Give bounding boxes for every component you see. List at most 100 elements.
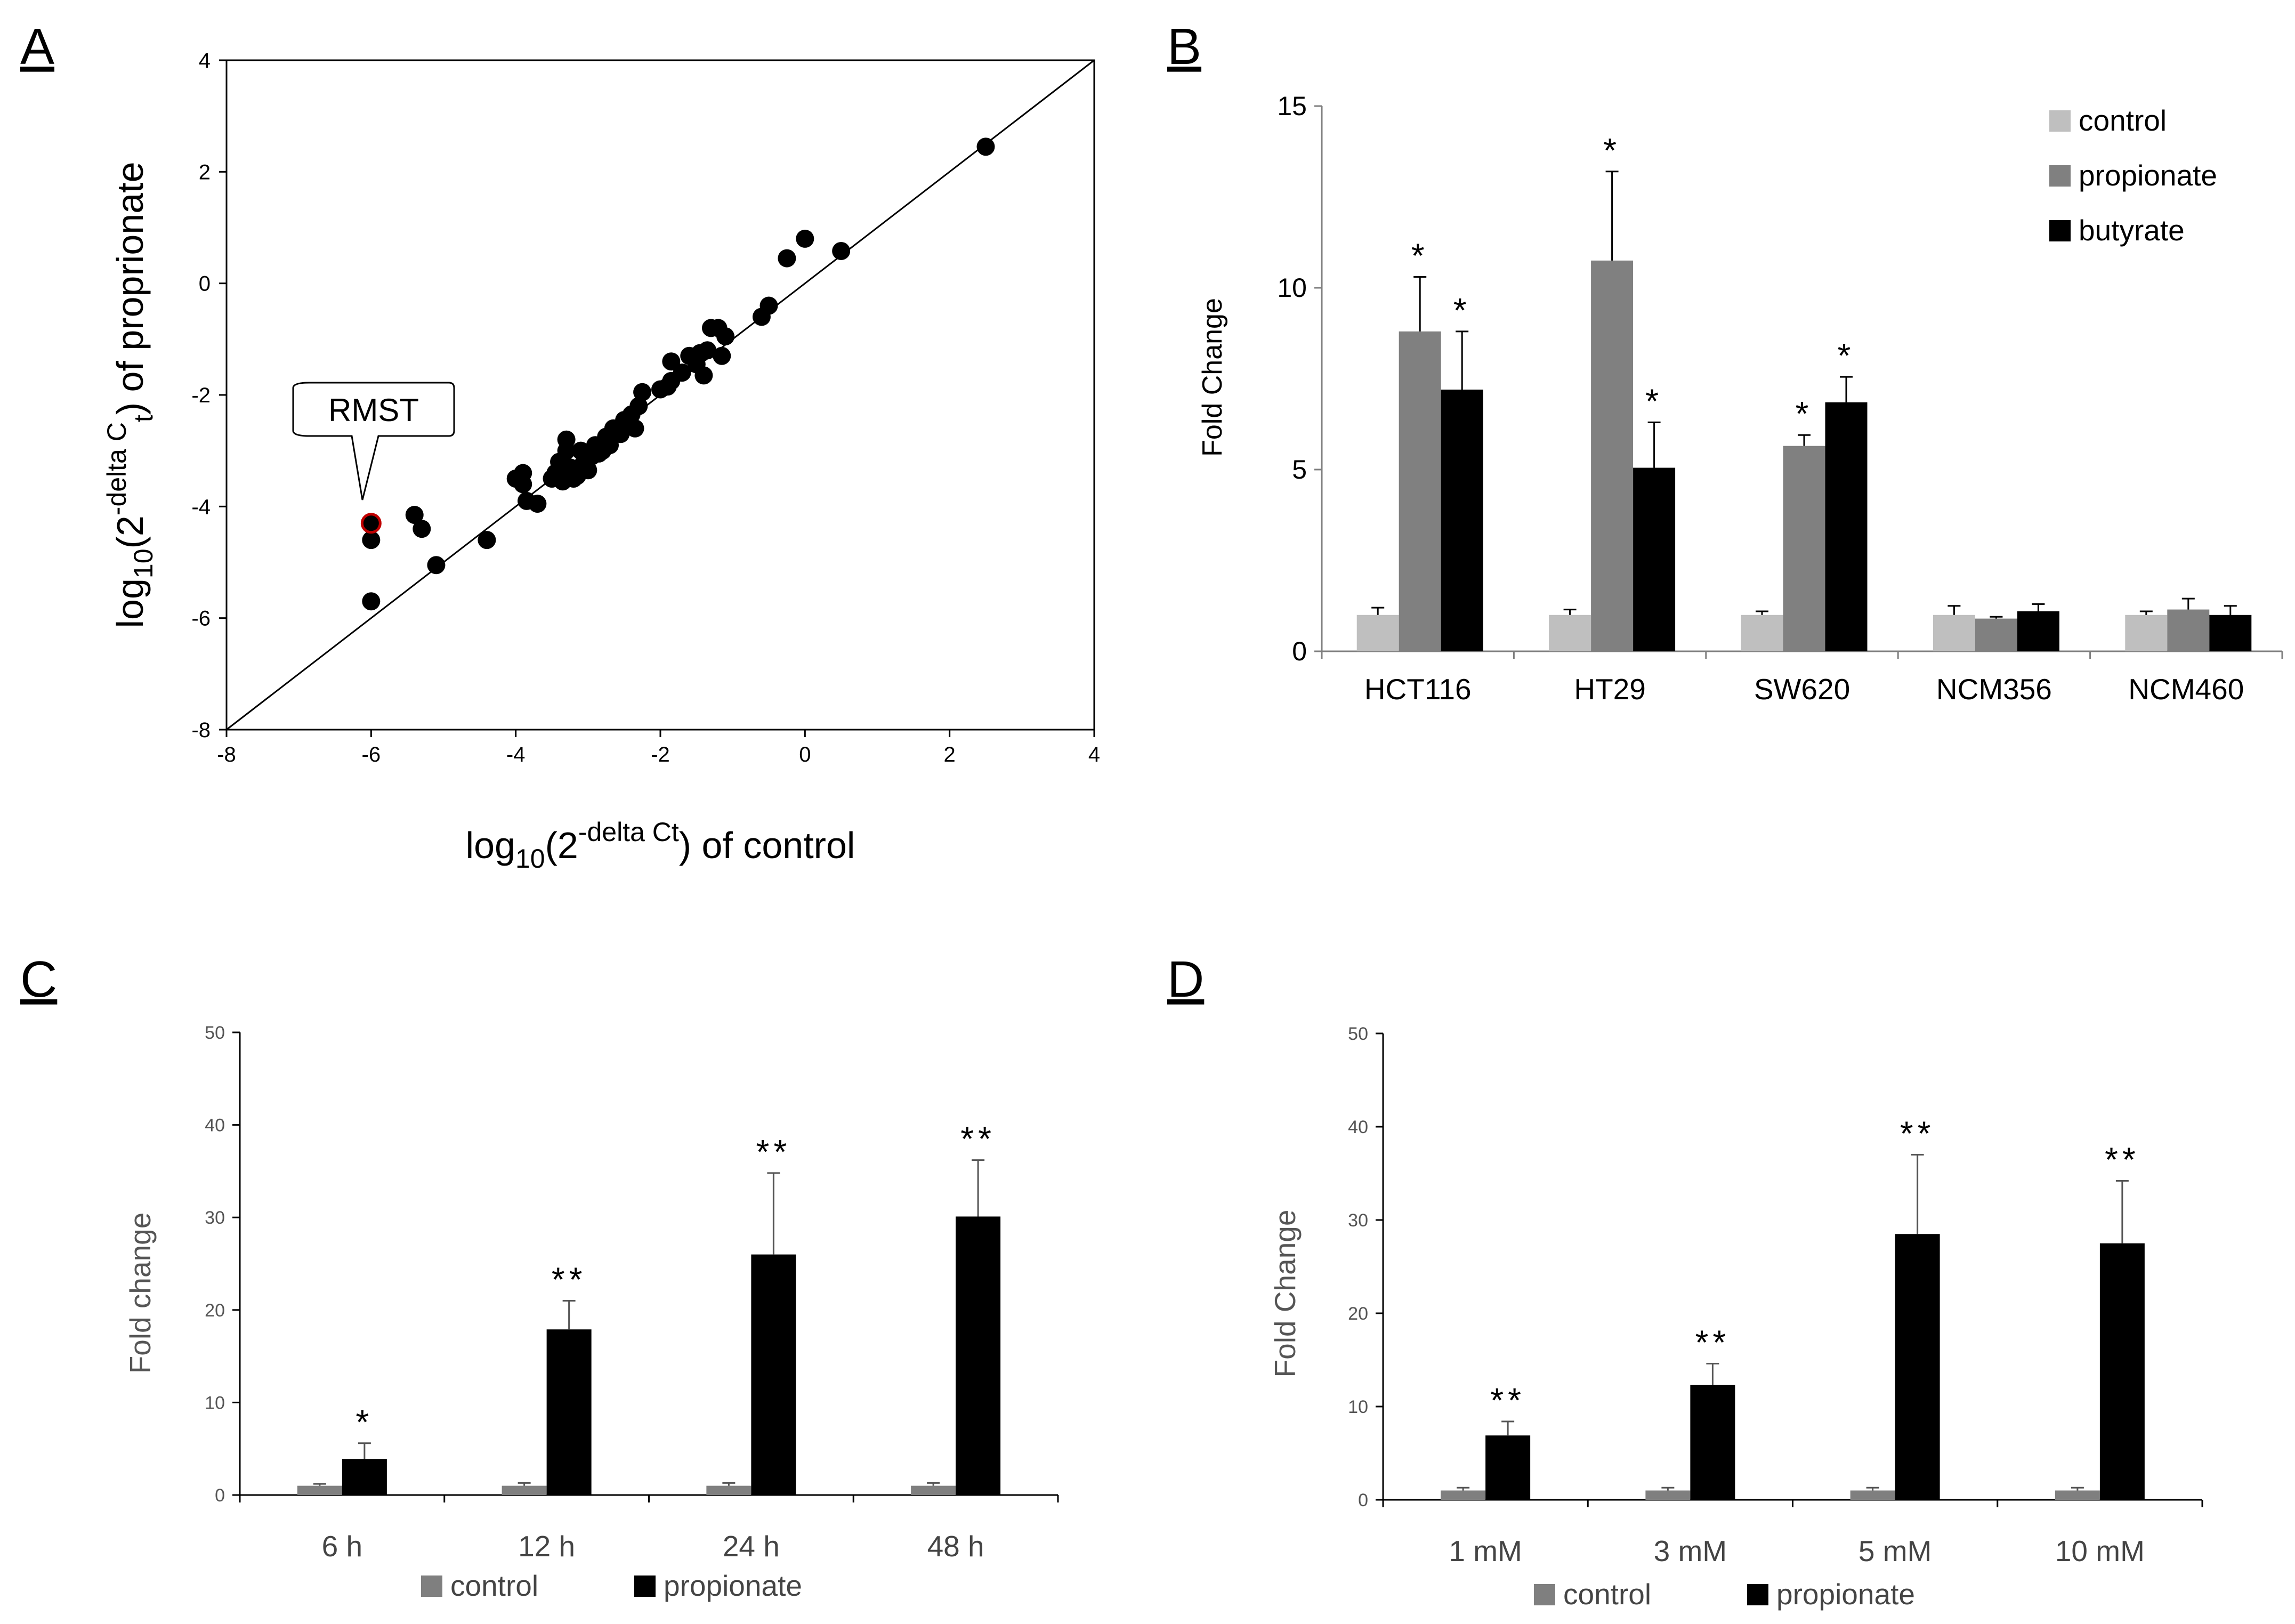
y-tick-label: 15 xyxy=(1277,91,1307,121)
data-point xyxy=(716,327,735,346)
x-tick-label: 0 xyxy=(799,743,811,766)
bar-control xyxy=(297,1485,342,1495)
significance-marker: ** xyxy=(2105,1141,2140,1179)
y-tick-label: -4 xyxy=(191,495,211,519)
bar-control xyxy=(2125,615,2168,651)
y-tick-label: -6 xyxy=(191,607,211,631)
y-tick-label: 20 xyxy=(1348,1304,1368,1324)
x-label-sub: 10 xyxy=(515,844,545,874)
significance-marker: ** xyxy=(1900,1114,1935,1153)
legend-label-control: control xyxy=(1563,1578,1651,1611)
data-point xyxy=(528,495,547,513)
significance-marker: ** xyxy=(1490,1381,1525,1419)
panel-label-a: A xyxy=(20,18,54,75)
significance-marker: ** xyxy=(960,1120,996,1158)
bar-control xyxy=(1645,1490,1691,1500)
x-tick-label: -2 xyxy=(651,743,670,766)
data-point xyxy=(514,464,532,482)
bar-butyrate xyxy=(1441,389,1483,651)
legend-swatch-propionate xyxy=(1747,1584,1768,1605)
category-label: 6 h xyxy=(322,1530,362,1563)
data-point xyxy=(694,366,713,385)
significance-marker: * xyxy=(1453,291,1471,329)
legend-d: control propionate xyxy=(1534,1578,1915,1611)
bars-c: ***** ** xyxy=(297,1120,1001,1495)
bar-propionate xyxy=(956,1216,1001,1495)
rmst-callout-box xyxy=(292,382,455,500)
axes-c: 0 10 20 30 40 50 6 h 12 h 24 h 48 h xyxy=(205,1023,1059,1563)
bar-control xyxy=(502,1485,547,1495)
legend-swatch-control xyxy=(1534,1584,1555,1605)
y-tick-label: 30 xyxy=(1348,1210,1368,1231)
y-label-log: log xyxy=(109,578,151,628)
bar-control xyxy=(1741,615,1783,651)
significance-marker: * xyxy=(1796,394,1813,433)
category-label: HT29 xyxy=(1574,673,1646,706)
legend-b: control propionate butyrate xyxy=(2049,104,2217,247)
data-point xyxy=(662,352,681,371)
data-point xyxy=(413,520,431,538)
data-point xyxy=(698,341,717,360)
y-tick-label: -2 xyxy=(191,384,211,407)
rmst-point xyxy=(360,513,382,534)
y-tick-label: 2 xyxy=(199,160,211,184)
panel-label-c: C xyxy=(20,951,57,1008)
x-label-log: log xyxy=(466,825,515,866)
category-label: HCT116 xyxy=(1364,673,1472,706)
bar-control xyxy=(1933,615,1975,651)
legend-label-propionate: propionate xyxy=(2079,159,2217,192)
bar-propionate xyxy=(1975,618,2017,651)
y-tick-label: 10 xyxy=(205,1393,225,1413)
x-label-post: ) of control xyxy=(679,825,855,866)
legend-swatch-butyrate xyxy=(2049,220,2071,241)
data-point xyxy=(579,461,597,480)
legend-label-control: control xyxy=(450,1569,538,1602)
x-axis-label-a: log10(2-delta Ct) of control xyxy=(466,817,855,874)
bar-propionate xyxy=(342,1459,387,1495)
y-tick-labels-a: -8 -6 -4 -2 0 2 4 xyxy=(191,49,227,742)
bar-butyrate xyxy=(2209,615,2252,651)
bar-propionate xyxy=(1895,1234,1940,1500)
y-label-sub2: t xyxy=(128,415,158,422)
y-tick-label: 40 xyxy=(205,1116,225,1136)
y-axis-label-d: Fold Change xyxy=(1268,1210,1302,1378)
category-label: 24 h xyxy=(723,1530,780,1563)
legend-label-propionate: propionate xyxy=(1776,1578,1915,1611)
bar-control xyxy=(706,1485,751,1495)
legend-swatch-propionate xyxy=(2049,165,2071,187)
x-tick-label: 2 xyxy=(944,743,956,766)
category-label: 12 h xyxy=(518,1530,575,1563)
data-point xyxy=(405,506,424,524)
y-label-post: ) of proprionate xyxy=(109,161,151,415)
bar-control xyxy=(1850,1490,1895,1500)
panel-label-b: B xyxy=(1167,18,1201,75)
significance-marker: ** xyxy=(552,1260,587,1298)
data-point xyxy=(976,138,995,156)
x-tick-label: -6 xyxy=(362,743,381,766)
data-point xyxy=(778,249,796,268)
data-point xyxy=(673,363,691,382)
data-point xyxy=(362,592,381,611)
x-label-sup: -delta Ct xyxy=(578,817,679,847)
category-label: 1 mM xyxy=(1449,1534,1522,1568)
bar-propionate xyxy=(1485,1435,1531,1500)
y-tick-label: 0 xyxy=(199,272,211,296)
y-tick-label: 30 xyxy=(205,1208,225,1228)
data-point xyxy=(759,296,778,315)
y-tick-label: 50 xyxy=(1348,1024,1368,1044)
data-point xyxy=(633,383,652,401)
y-tick-label: 10 xyxy=(1348,1397,1368,1417)
bar-propionate xyxy=(2167,609,2210,651)
x-tick-label: -4 xyxy=(506,743,526,766)
y-tick-label: 4 xyxy=(199,49,211,72)
category-label: NCM356 xyxy=(1936,673,2052,706)
legend-swatch-control xyxy=(2049,110,2071,132)
legend-label-butyrate: butyrate xyxy=(2079,214,2185,247)
category-label: 3 mM xyxy=(1654,1534,1727,1568)
data-point xyxy=(362,531,381,550)
bars-d: ** ** ** ** xyxy=(1441,1114,2145,1500)
significance-marker: * xyxy=(1411,237,1429,275)
bar-propionate xyxy=(546,1329,592,1495)
rmst-callout: RMST xyxy=(292,382,455,500)
